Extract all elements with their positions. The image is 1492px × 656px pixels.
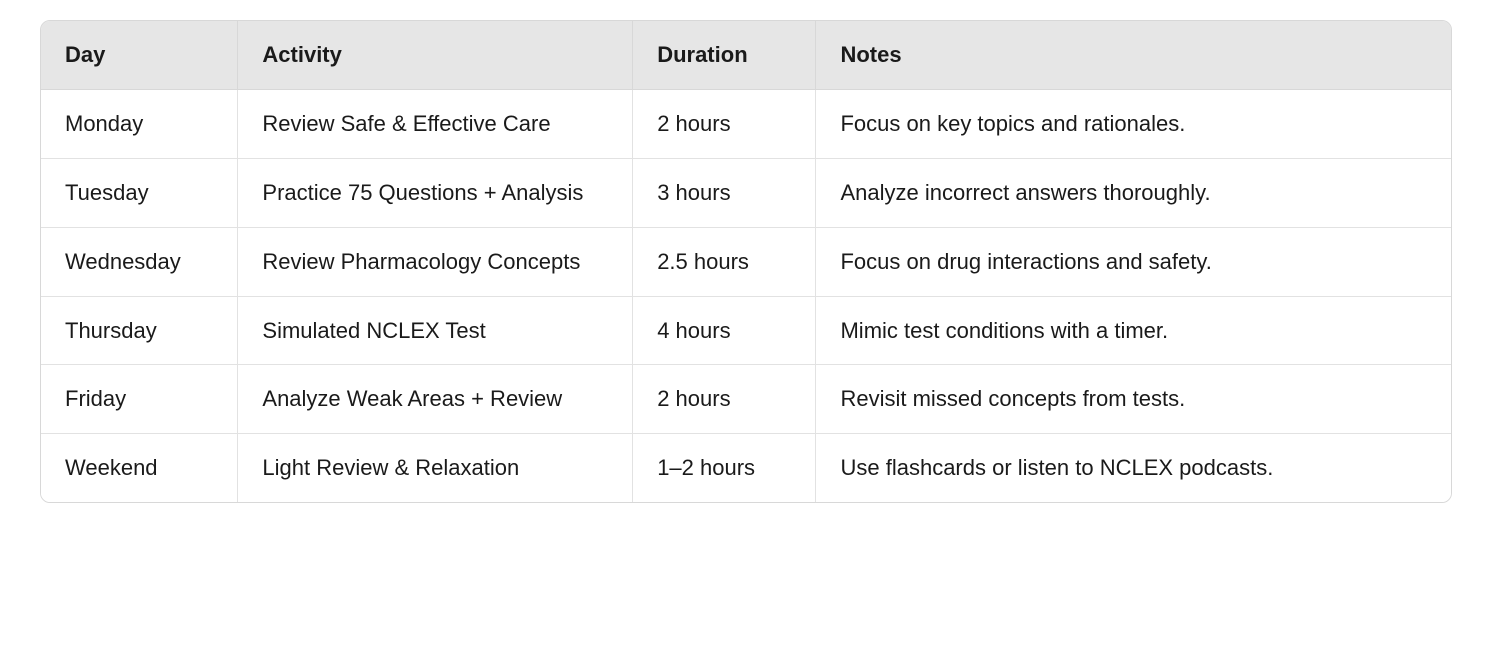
cell-duration: 3 hours — [633, 159, 816, 228]
cell-activity: Simulated NCLEX Test — [238, 297, 633, 366]
cell-duration: 4 hours — [633, 297, 816, 366]
cell-day: Thursday — [41, 297, 238, 366]
table-header: Day Activity Duration Notes — [41, 21, 1451, 90]
cell-notes: Mimic test conditions with a timer. — [816, 297, 1451, 366]
cell-activity: Practice 75 Questions + Analysis — [238, 159, 633, 228]
cell-activity: Light Review & Relaxation — [238, 434, 633, 502]
cell-day: Wednesday — [41, 228, 238, 297]
study-schedule-table: Day Activity Duration Notes Monday Revie… — [40, 20, 1452, 503]
cell-day: Tuesday — [41, 159, 238, 228]
cell-notes: Revisit missed concepts from tests. — [816, 365, 1451, 434]
cell-duration: 2.5 hours — [633, 228, 816, 297]
column-header-activity: Activity — [238, 21, 633, 90]
cell-duration: 2 hours — [633, 90, 816, 159]
cell-day: Weekend — [41, 434, 238, 502]
table-row: Wednesday Review Pharmacology Concepts 2… — [41, 228, 1451, 297]
table-row: Monday Review Safe & Effective Care 2 ho… — [41, 90, 1451, 159]
column-header-day: Day — [41, 21, 238, 90]
cell-duration: 2 hours — [633, 365, 816, 434]
cell-day: Monday — [41, 90, 238, 159]
cell-notes: Analyze incorrect answers thoroughly. — [816, 159, 1451, 228]
cell-day: Friday — [41, 365, 238, 434]
cell-activity: Review Safe & Effective Care — [238, 90, 633, 159]
table-row: Weekend Light Review & Relaxation 1–2 ho… — [41, 434, 1451, 502]
cell-activity: Review Pharmacology Concepts — [238, 228, 633, 297]
column-header-notes: Notes — [816, 21, 1451, 90]
table-row: Thursday Simulated NCLEX Test 4 hours Mi… — [41, 297, 1451, 366]
cell-activity: Analyze Weak Areas + Review — [238, 365, 633, 434]
cell-notes: Focus on drug interactions and safety. — [816, 228, 1451, 297]
column-header-duration: Duration — [633, 21, 816, 90]
cell-notes: Focus on key topics and rationales. — [816, 90, 1451, 159]
table-row: Tuesday Practice 75 Questions + Analysis… — [41, 159, 1451, 228]
cell-notes: Use flashcards or listen to NCLEX podcas… — [816, 434, 1451, 502]
table-row: Friday Analyze Weak Areas + Review 2 hou… — [41, 365, 1451, 434]
table-body: Monday Review Safe & Effective Care 2 ho… — [41, 90, 1451, 502]
cell-duration: 1–2 hours — [633, 434, 816, 502]
